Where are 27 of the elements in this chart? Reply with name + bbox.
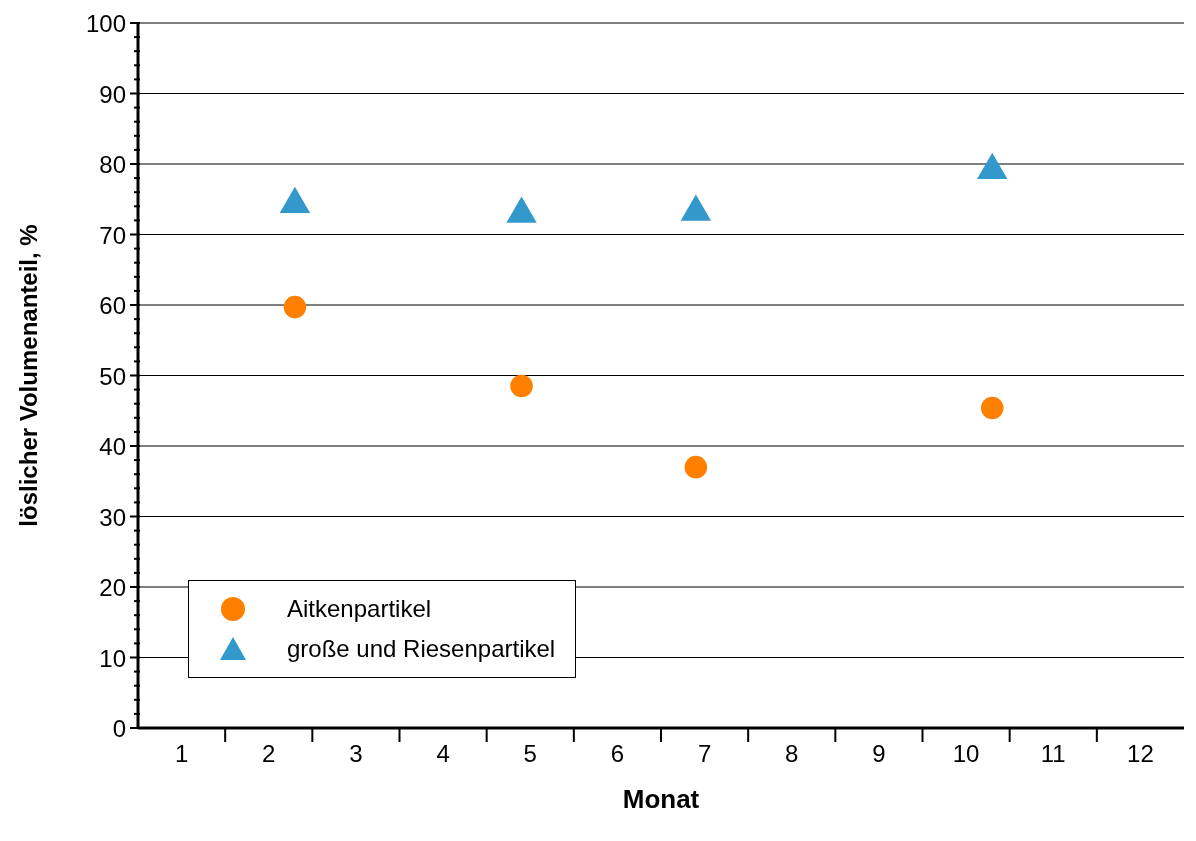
- y-tick-label: 0: [112, 715, 126, 742]
- x-tick-label: 7: [697, 740, 712, 767]
- y-tick-label: 100: [85, 10, 126, 37]
- x-tick-label: 3: [349, 740, 363, 767]
- x-tick-label: 5: [523, 740, 537, 767]
- y-tick-label: 60: [99, 292, 126, 319]
- y-tick-label: 70: [99, 221, 126, 249]
- legend-label: große und Riesenpartikel: [287, 634, 556, 664]
- y-tick-label: 90: [99, 80, 126, 108]
- x-tick-label: 4: [436, 740, 450, 767]
- x-tick-label: 1: [174, 740, 189, 767]
- y-tick-label: 30: [99, 503, 126, 531]
- y-tick-label: 20: [99, 574, 126, 601]
- x-tick-label: 6: [610, 740, 625, 767]
- x-tick-label: 2: [262, 740, 276, 767]
- y-tick-label: 80: [99, 151, 126, 178]
- y-tick-label: 50: [99, 362, 126, 390]
- y-axis-title: löslicher Volumenanteil, %: [14, 224, 42, 527]
- x-tick-label: 10: [952, 740, 980, 767]
- x-axis-title: Monat: [622, 784, 700, 814]
- legend-label: Aitkenpartikel: [287, 594, 432, 624]
- x-tick-label: 12: [1127, 740, 1154, 767]
- x-tick-label: 8: [785, 740, 799, 767]
- x-tick-label: 9: [872, 740, 886, 767]
- x-tick-label: 11: [1040, 740, 1066, 767]
- y-tick-label: 10: [99, 644, 126, 672]
- y-tick-label: 40: [99, 433, 126, 460]
